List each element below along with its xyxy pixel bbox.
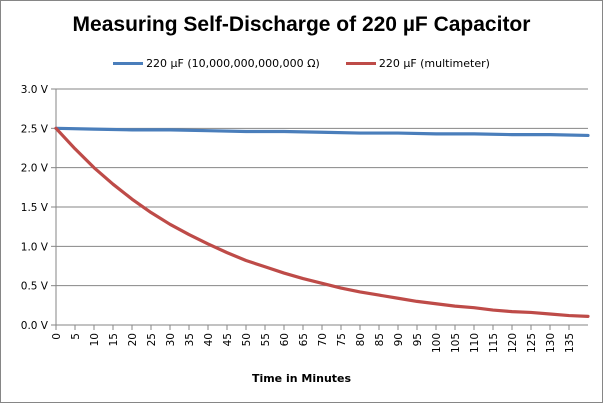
- x-tick-label: 100: [431, 333, 443, 353]
- x-tick-label: 40: [203, 333, 215, 346]
- y-tick-label: 0.5 V: [21, 281, 49, 293]
- x-tick-label: 55: [260, 333, 272, 346]
- x-tick-label: 85: [374, 333, 386, 346]
- x-tick-label: 35: [184, 333, 196, 346]
- x-axis-title: Time in Minutes: [251, 372, 352, 385]
- legend-item-blue: 220 µF (10,000,000,000,000 Ω): [113, 57, 320, 70]
- x-tick-label: 65: [298, 333, 310, 346]
- legend-swatch-red: [345, 62, 376, 65]
- y-tick-label: 2.5 V: [21, 123, 49, 135]
- x-tick-label: 10: [89, 333, 101, 346]
- series-line-red: [54, 126, 590, 318]
- x-tick-label: 50: [241, 333, 253, 346]
- x-tick-label: 15: [108, 333, 120, 346]
- x-tick-label: 60: [279, 333, 291, 346]
- legend-item-red: 220 µF (multimeter): [345, 57, 490, 70]
- x-tick-label: 70: [317, 333, 329, 346]
- x-tick-label: 80: [355, 333, 367, 346]
- x-tick-label: 115: [488, 333, 500, 353]
- x-tick-label: 75: [336, 333, 348, 346]
- x-tick-label: 130: [545, 333, 557, 353]
- x-tick-label: 30: [165, 333, 177, 346]
- chart-title: Measuring Self-Discharge of 220 µF Capac…: [72, 13, 531, 36]
- y-tick-label: 1.5 V: [21, 202, 49, 214]
- legend-label: 220 µF (multimeter): [378, 57, 490, 70]
- x-tick-label: 120: [507, 333, 519, 353]
- x-tick-label: 135: [564, 333, 576, 353]
- x-tick-label: 45: [222, 333, 234, 346]
- x-tick-label: 20: [127, 333, 139, 346]
- x-tick-label: 105: [450, 333, 462, 353]
- x-tick-label: 0: [51, 333, 63, 340]
- series-line-blue: [54, 126, 590, 138]
- x-tick-label: 125: [526, 333, 538, 353]
- x-tick-label: 25: [146, 333, 158, 346]
- y-tick-label: 0.0 V: [21, 320, 49, 332]
- y-tick-label: 1.0 V: [21, 241, 49, 253]
- x-tick-label: 110: [469, 333, 481, 353]
- x-tick-label: 5: [70, 333, 82, 340]
- legend: 220 µF (10,000,000,000,000 Ω) 220 µF (mu…: [1, 57, 602, 70]
- legend-label: 220 µF (10,000,000,000,000 Ω): [146, 57, 320, 70]
- y-tick-label: 2.0 V: [21, 163, 49, 175]
- legend-swatch-blue: [113, 62, 144, 65]
- y-tick-label: 3.0 V: [21, 84, 49, 96]
- x-tick-label: 95: [412, 333, 424, 346]
- x-tick-label: 90: [393, 333, 405, 346]
